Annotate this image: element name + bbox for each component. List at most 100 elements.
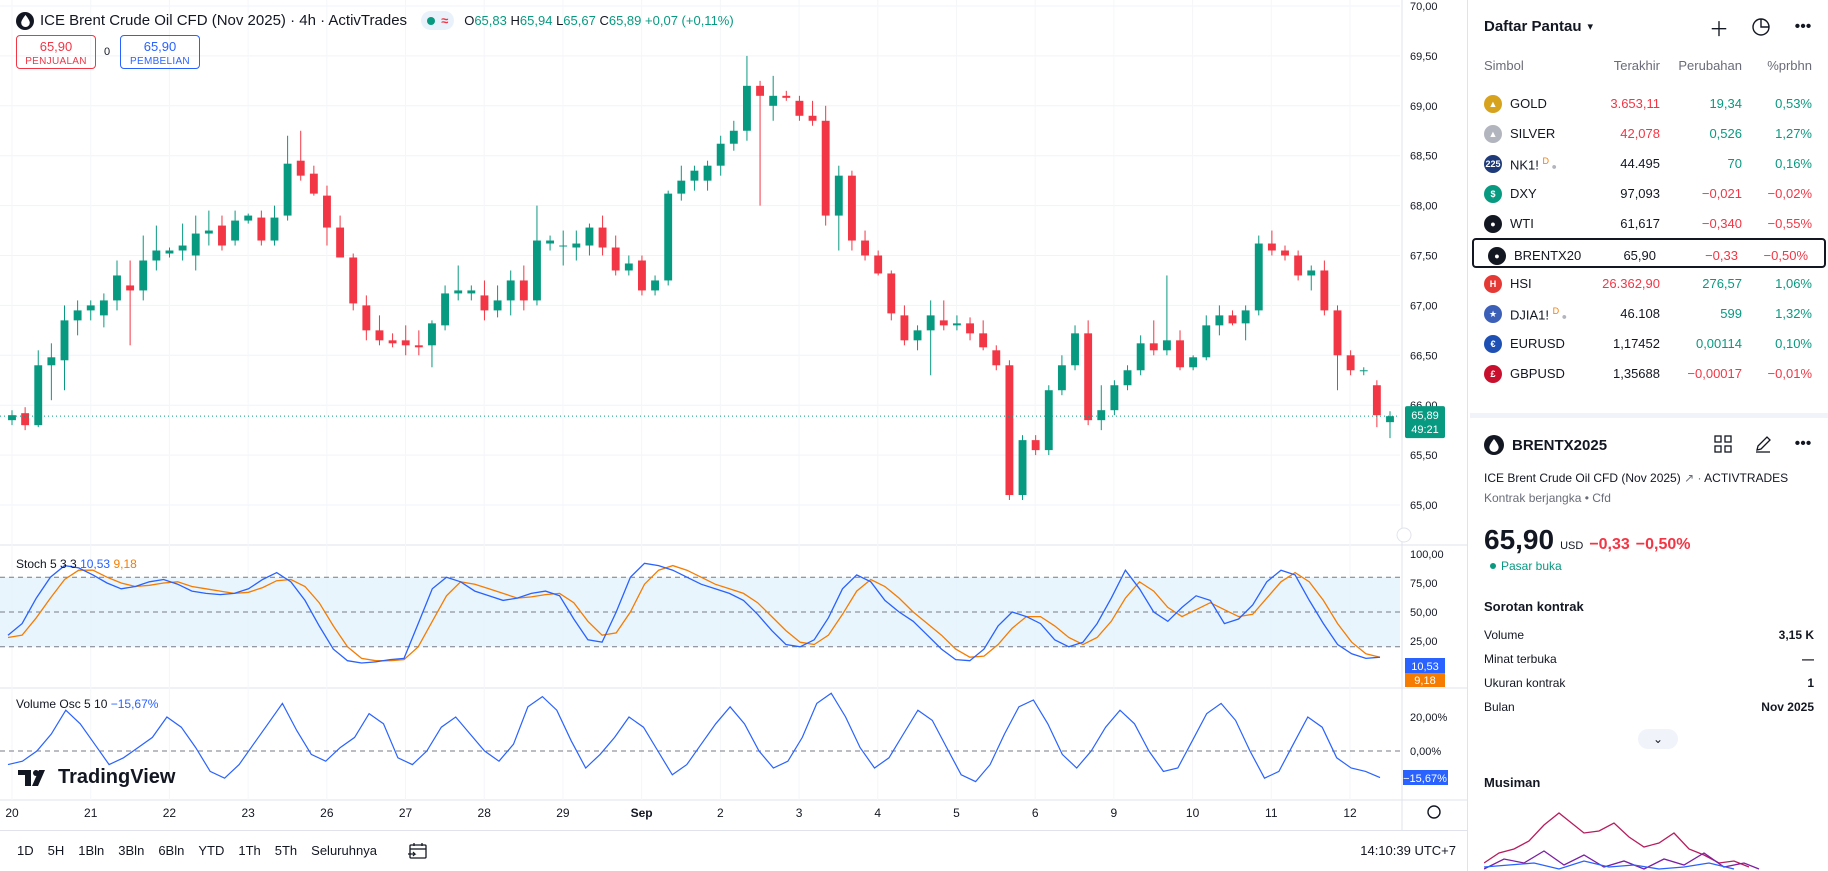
nikkei-icon: 225 xyxy=(1484,155,1502,173)
chart-settings-gear-icon[interactable] xyxy=(1427,805,1441,819)
range-5d-button[interactable]: 5H xyxy=(47,843,65,858)
expand-chevron-icon[interactable]: ⌄ xyxy=(1638,729,1678,749)
range-6m-button[interactable]: 6Bln xyxy=(158,843,185,858)
watchlist-row-eurusd[interactable]: € EURUSD 1,17452 0,00114 0,10% xyxy=(1470,328,1828,358)
watchlist-row-brentx20[interactable]: ● BRENTX20 65,90 −0,33 −0,50% xyxy=(1472,238,1826,268)
candle-body xyxy=(874,255,883,274)
gold-icon: ▲ xyxy=(1484,95,1502,113)
add-symbol-plus-icon[interactable]: ＋ xyxy=(1709,18,1729,41)
edit-note-icon[interactable] xyxy=(1752,433,1774,455)
countdown-tag: 49:21 xyxy=(1411,424,1439,436)
details-broker[interactable]: ACTIVTRADES xyxy=(1704,471,1789,485)
watchlist-row-gold[interactable]: ▲ GOLD 3.653,11 19,34 0,53% xyxy=(1470,88,1828,118)
candle-body xyxy=(480,295,489,311)
time-axis-label: 6 xyxy=(1032,806,1039,820)
candle-body xyxy=(1110,385,1119,411)
range-3m-button[interactable]: 3Bln xyxy=(118,843,145,858)
watchlist-change: −0,00017 xyxy=(1687,366,1742,381)
watchlist-title-dropdown[interactable]: Daftar Pantau ▾ xyxy=(1484,18,1594,35)
watchlist-row-wti[interactable]: ● WTI 61,617 −0,340 −0,55% xyxy=(1470,208,1828,238)
time-axis-label: 26 xyxy=(320,806,334,820)
candle-body xyxy=(1386,416,1394,423)
candle-body xyxy=(1084,333,1093,421)
seasonality-line-2 xyxy=(1484,850,1760,870)
last-price-tag-bg xyxy=(1405,406,1445,439)
range-1y-button[interactable]: 1Th xyxy=(238,843,261,858)
watchlist-last: 1,17452 xyxy=(1613,336,1660,351)
clock-timezone[interactable]: 14:10:39 UTC+7 xyxy=(1360,843,1456,858)
go-to-date-calendar-icon[interactable] xyxy=(407,842,428,860)
candle-body xyxy=(546,240,555,244)
col-change-pct[interactable]: %prbhn xyxy=(1767,58,1812,73)
chart-area[interactable]: 70,00 69,50 69,00 68,50 68,00 67,50 67,00 66,50… xyxy=(0,0,1468,871)
col-last[interactable]: Terakhir xyxy=(1613,58,1660,73)
tradingview-logo[interactable]: TradingView xyxy=(18,766,175,789)
range-ytd-button[interactable]: YTD xyxy=(198,843,225,858)
status-badges[interactable]: ≈ xyxy=(421,11,455,30)
details-change-pct: −0,50% xyxy=(1635,536,1691,553)
details-price: 65,90 USD −0,33 −0,50% xyxy=(1484,524,1691,556)
col-symbol[interactable]: Simbol xyxy=(1484,58,1524,73)
chart-canvas[interactable]: 70,00 69,50 69,00 68,50 68,00 67,50 67,00 66,50… xyxy=(0,0,1468,871)
candle-body xyxy=(952,323,961,326)
stoch-legend: Stoch 5 3 3 10,53 9,18 xyxy=(16,557,137,571)
candle-body xyxy=(8,415,16,421)
candle-body xyxy=(703,165,712,181)
watchlist-row-dxy[interactable]: $ DXY 97,093 −0,021 −0,02% xyxy=(1470,178,1828,208)
watchlist-last: 61,617 xyxy=(1620,216,1660,231)
bottom-toolbar: 1D 5H 1Bln 3Bln 6Bln YTD 1Th 5Th Seluruh… xyxy=(0,830,1468,870)
candle-body xyxy=(1346,355,1355,371)
candle-body xyxy=(1359,370,1368,372)
time-axis-label: 27 xyxy=(399,806,413,820)
candle-body xyxy=(1189,357,1198,368)
buy-button[interactable]: 65,90 PEMBELIAN xyxy=(120,35,200,69)
details-symbol[interactable]: BRENTX2025 xyxy=(1512,436,1608,454)
stoch-title: Stoch 5 3 3 xyxy=(16,557,77,571)
candle-body xyxy=(99,300,108,316)
stoch-k-tag: 10,53 xyxy=(1411,661,1439,673)
symbol-title[interactable]: ICE Brent Crude Oil CFD (Nov 2025) · 4h … xyxy=(40,12,408,29)
candle-body xyxy=(1018,440,1027,496)
candle-body xyxy=(519,280,528,301)
watchlist-row-nk1[interactable]: 225 NK1! D ● 44.495 70 0,16% xyxy=(1470,148,1828,178)
candle-body xyxy=(1241,310,1250,324)
sell-button[interactable]: 65,90 PENJUALAN xyxy=(16,35,96,69)
candle-body xyxy=(1005,365,1014,496)
market-open-dot-icon xyxy=(1490,563,1496,569)
stoch-k-tag-bg xyxy=(1405,658,1445,673)
watchlist-row-djia1[interactable]: ★ DJIA1! D ● 46.108 599 1,32% xyxy=(1470,298,1828,328)
advanced-view-pie-icon[interactable] xyxy=(1750,16,1772,38)
watchlist-symbol: DJIA1! D ● xyxy=(1510,306,1568,323)
watchlist-row-hsi[interactable]: H HSI 26.362,90 276,57 1,06% xyxy=(1470,268,1828,298)
range-all-button[interactable]: Seluruhnya xyxy=(311,843,377,858)
candle-body xyxy=(1136,343,1145,371)
volume-osc-title: Volume Osc 5 10 xyxy=(16,697,108,711)
candle-body xyxy=(401,340,410,346)
candle-body xyxy=(1123,370,1132,386)
candle-body xyxy=(21,413,30,426)
time-axis-label: Sep xyxy=(631,806,653,820)
layout-grid-icon[interactable] xyxy=(1712,433,1734,455)
watchlist-change: 276,57 xyxy=(1702,276,1742,291)
watchlist-row-gbpusd[interactable]: £ GBPUSD 1,35688 −0,00017 −0,01% xyxy=(1470,358,1828,388)
watchlist-change: 0,526 xyxy=(1709,126,1742,141)
more-options-icon[interactable]: ••• xyxy=(1794,435,1812,452)
candle-body xyxy=(585,227,594,246)
range-1m-button[interactable]: 1Bln xyxy=(78,843,105,858)
col-change[interactable]: Perubahan xyxy=(1678,58,1742,73)
range-5y-button[interactable]: 5Th xyxy=(274,843,298,858)
external-link-icon[interactable]: ↗ xyxy=(1684,471,1695,485)
stoch-d-tag-bg xyxy=(1405,673,1445,687)
chart-legend: ICE Brent Crude Oil CFD (Nov 2025) · 4h … xyxy=(16,11,734,30)
candle-body xyxy=(559,245,568,247)
time-axis-label: 20 xyxy=(5,806,19,820)
seasonality-chart[interactable] xyxy=(1484,803,1814,871)
range-1d-button[interactable]: 1D xyxy=(17,843,34,858)
more-options-icon[interactable]: ••• xyxy=(1794,18,1812,35)
watchlist-row-silver[interactable]: ▲ SILVER 42,078 0,526 1,27% xyxy=(1470,118,1828,148)
candle-body xyxy=(1372,385,1381,416)
candle-body xyxy=(742,85,751,131)
candle-body xyxy=(624,263,633,271)
price-axis-label: 67,50 xyxy=(1410,251,1438,263)
vol-osc-tag-bg xyxy=(1403,770,1448,785)
